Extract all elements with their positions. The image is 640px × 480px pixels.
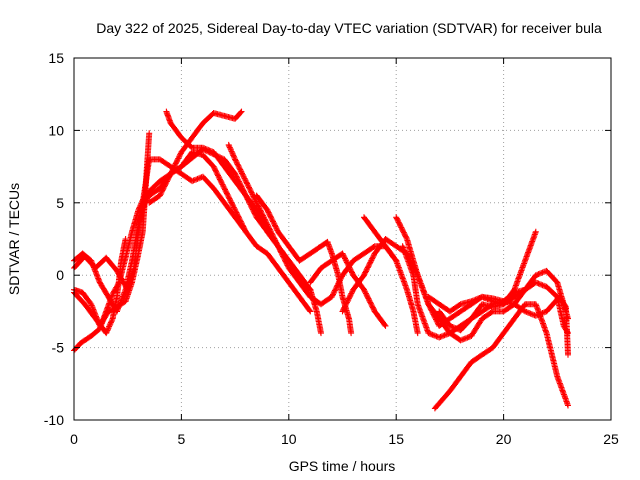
y-tick-label: -5: [52, 340, 65, 356]
x-tick-label: 0: [70, 431, 78, 447]
point-markers: [307, 250, 389, 329]
x-tick-label: 15: [388, 431, 404, 447]
series-track-o: [431, 301, 571, 412]
series-track-j: [307, 250, 389, 329]
series-track-g: [163, 108, 314, 293]
chart-title: Day 322 of 2025, Sidereal Day-to-day VTE…: [96, 20, 602, 36]
point-markers: [253, 192, 355, 337]
point-markers: [163, 108, 314, 293]
x-tick-label: 25: [603, 431, 619, 447]
axes: 0 5 10 15 20 25 -10 -5 0 5 10 15: [44, 50, 619, 447]
x-tick-label: 5: [178, 431, 186, 447]
y-axis-label: SDTVAR / TECUs: [6, 183, 22, 295]
series-track-l: [361, 214, 421, 337]
y-tick-label: 10: [48, 122, 64, 138]
y-tick-label: 5: [56, 195, 64, 211]
point-markers: [146, 108, 245, 206]
x-axis-label: GPS time / hours: [289, 458, 396, 474]
data-points: [71, 108, 571, 412]
x-tick-label: 20: [496, 431, 512, 447]
y-tick-label: 0: [56, 267, 64, 283]
point-markers: [431, 301, 571, 412]
point-markers: [425, 279, 571, 337]
series-track-c: [71, 149, 249, 315]
point-markers: [361, 214, 421, 337]
y-tick-label: 15: [48, 50, 64, 66]
y-tick-label: -10: [44, 412, 64, 428]
x-tick-label: 10: [281, 431, 297, 447]
series-track-f: [146, 108, 245, 206]
plot-frame: [73, 57, 612, 421]
series-track-q: [425, 279, 571, 337]
series-track-i: [253, 192, 355, 337]
point-markers: [71, 149, 249, 315]
